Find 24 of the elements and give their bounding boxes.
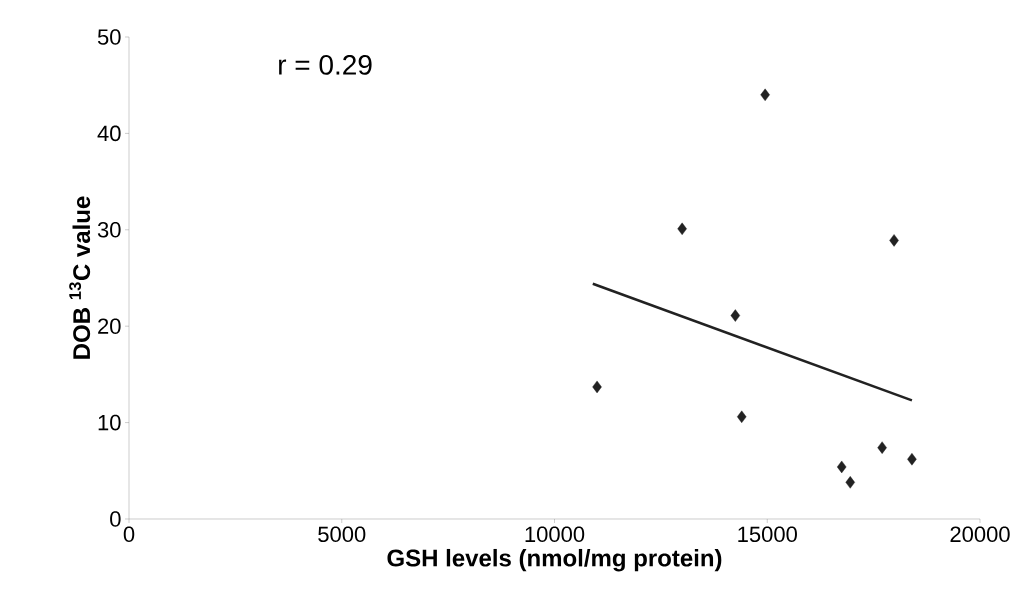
point [737,410,747,423]
y-tick-label: 10 [98,414,121,431]
point [907,453,917,466]
y-tick-label: 20 [98,318,121,334]
y-axis-title: DOB $^{13}$C value [69,196,91,359]
x-tick-label: 0 [123,526,135,543]
x-tick-label: 10000 [525,526,585,543]
point [677,222,687,236]
x-axis-title: GSH levels (nmol/mg protein) [387,548,722,572]
annotation: r = 0.29 [279,55,372,75]
point [592,380,602,394]
point [730,309,741,322]
y-tick-label: 0 [110,511,121,527]
y-tick-label: 40 [97,125,121,142]
point [837,460,847,474]
point [889,234,899,247]
point [845,476,855,489]
x-tick-label: 20000 [950,526,1010,543]
x-tick-label: 5000 [318,526,366,543]
x-tick-label: 15000 [738,526,797,543]
y-tick-label: 50 [97,29,121,45]
point [760,88,770,102]
point [877,441,887,454]
y-tick-label: 30 [97,221,121,238]
